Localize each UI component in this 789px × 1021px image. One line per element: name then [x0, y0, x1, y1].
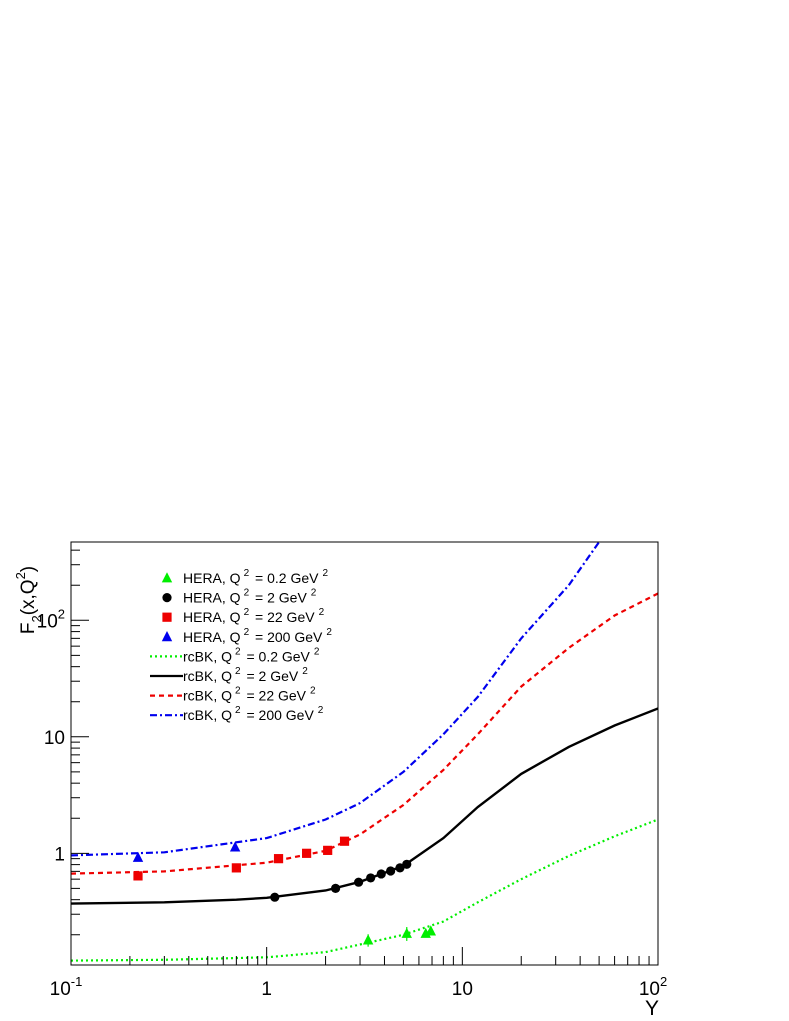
data-point: [339, 836, 350, 846]
y-label-sup: 2: [13, 572, 28, 579]
data-point: [401, 927, 412, 938]
tick-label-base: 1: [54, 844, 65, 865]
tick-label-base: 10: [452, 979, 473, 1000]
y-label-sub: 2: [29, 615, 44, 622]
y-tick-label: 1: [54, 844, 65, 865]
legend-label-name: rcBK, Q: [183, 688, 232, 704]
tick-label-base: 10: [37, 611, 58, 632]
tick-label-base: 10: [44, 728, 65, 749]
tick-label-exponent: 2: [660, 974, 667, 989]
data-point: [395, 863, 405, 873]
curve-line: [71, 542, 601, 857]
legend-marker: [161, 631, 173, 642]
y-label-main: F: [18, 623, 39, 635]
legend-label-sup: 2: [318, 705, 324, 716]
data-point: [330, 883, 341, 893]
legend-label-sup: 2: [314, 646, 320, 657]
legend-label-sup: 2: [235, 686, 241, 697]
legend-marker: [162, 593, 172, 603]
legend-marker: [161, 572, 173, 583]
legend-label-value: = 200 GeV: [243, 707, 315, 723]
y-axis-label-text: F2(x,Q2): [13, 566, 44, 634]
data-point: [229, 841, 241, 852]
tick-label-base: 10: [639, 979, 660, 1000]
curve-line: [71, 818, 658, 962]
x-tick-label: 10-1: [50, 974, 83, 1000]
legend-label-name: HERA, Q: [183, 609, 241, 625]
legend-label-sup: 2: [311, 588, 317, 599]
data-point: [273, 854, 284, 864]
legend-label-value: = 2 GeV: [251, 590, 307, 606]
legend-label-value: = 0.2 GeV: [243, 648, 311, 664]
legend-label-sup: 2: [302, 666, 308, 677]
data-point: [386, 866, 396, 876]
y-label-paren: (x,Q: [18, 579, 39, 615]
data-point: [133, 871, 143, 881]
data-point: [132, 851, 144, 862]
legend-label-sup: 2: [319, 607, 325, 618]
data-point: [302, 848, 312, 858]
y-tick-label: 102: [37, 606, 65, 632]
data-point: [425, 925, 437, 936]
tick-label-base: 10: [50, 979, 71, 1000]
curve-line: [71, 592, 658, 875]
tick-label-exponent: 2: [58, 606, 65, 621]
data-point: [270, 892, 280, 902]
legend-label-value: = 22 GeV: [251, 609, 315, 625]
plot-frame: [70, 541, 659, 966]
tick-label-base: 1: [261, 979, 272, 1000]
legend-label-name: rcBK, Q: [183, 648, 232, 664]
legend-label-sup: 2: [235, 646, 241, 657]
legend-label-sup: 2: [310, 686, 316, 697]
data-point: [402, 859, 412, 869]
legend-label-sup: 2: [244, 627, 250, 638]
data-point: [231, 863, 241, 873]
legend-label-sup: 2: [244, 568, 250, 579]
legend-label-sup: 2: [326, 627, 332, 638]
legend-label-sup: 2: [235, 705, 241, 716]
x-tick-label: 102: [639, 974, 667, 1000]
data-points: [132, 836, 437, 947]
x-tick-label: 10: [452, 979, 473, 1000]
legend-marker: [162, 612, 172, 622]
legend-label-sup: 2: [322, 568, 328, 579]
legend-label-value: = 200 GeV: [251, 629, 323, 645]
legend-label-sup: 2: [244, 607, 250, 618]
legend-label-sup: 2: [244, 588, 250, 599]
y-axis-label: F2(x,Q2): [13, 566, 44, 634]
data-point: [353, 877, 364, 887]
legend-label-name: HERA, Q: [183, 590, 241, 606]
data-point: [376, 869, 386, 879]
y-tick-label: 10: [44, 728, 65, 749]
legend-label-value: = 22 GeV: [243, 688, 307, 704]
legend-label-name: HERA, Q: [183, 629, 241, 645]
x-axis-label: Y: [645, 997, 659, 1020]
data-point: [323, 845, 333, 855]
legend-label-value: = 2 GeV: [243, 668, 299, 684]
legend-label-name: rcBK, Q: [183, 707, 232, 723]
x-tick-label: 1: [261, 979, 272, 1000]
tick-label-exponent: -1: [71, 974, 83, 989]
y-label-close: ): [18, 566, 39, 572]
legend-label-value: = 0.2 GeV: [251, 570, 319, 586]
legend-label-sup: 2: [235, 666, 241, 677]
data-point: [362, 934, 374, 945]
legend-label-name: rcBK, Q: [183, 668, 232, 684]
legend-label-name: HERA, Q: [183, 570, 241, 586]
data-point: [366, 873, 376, 883]
